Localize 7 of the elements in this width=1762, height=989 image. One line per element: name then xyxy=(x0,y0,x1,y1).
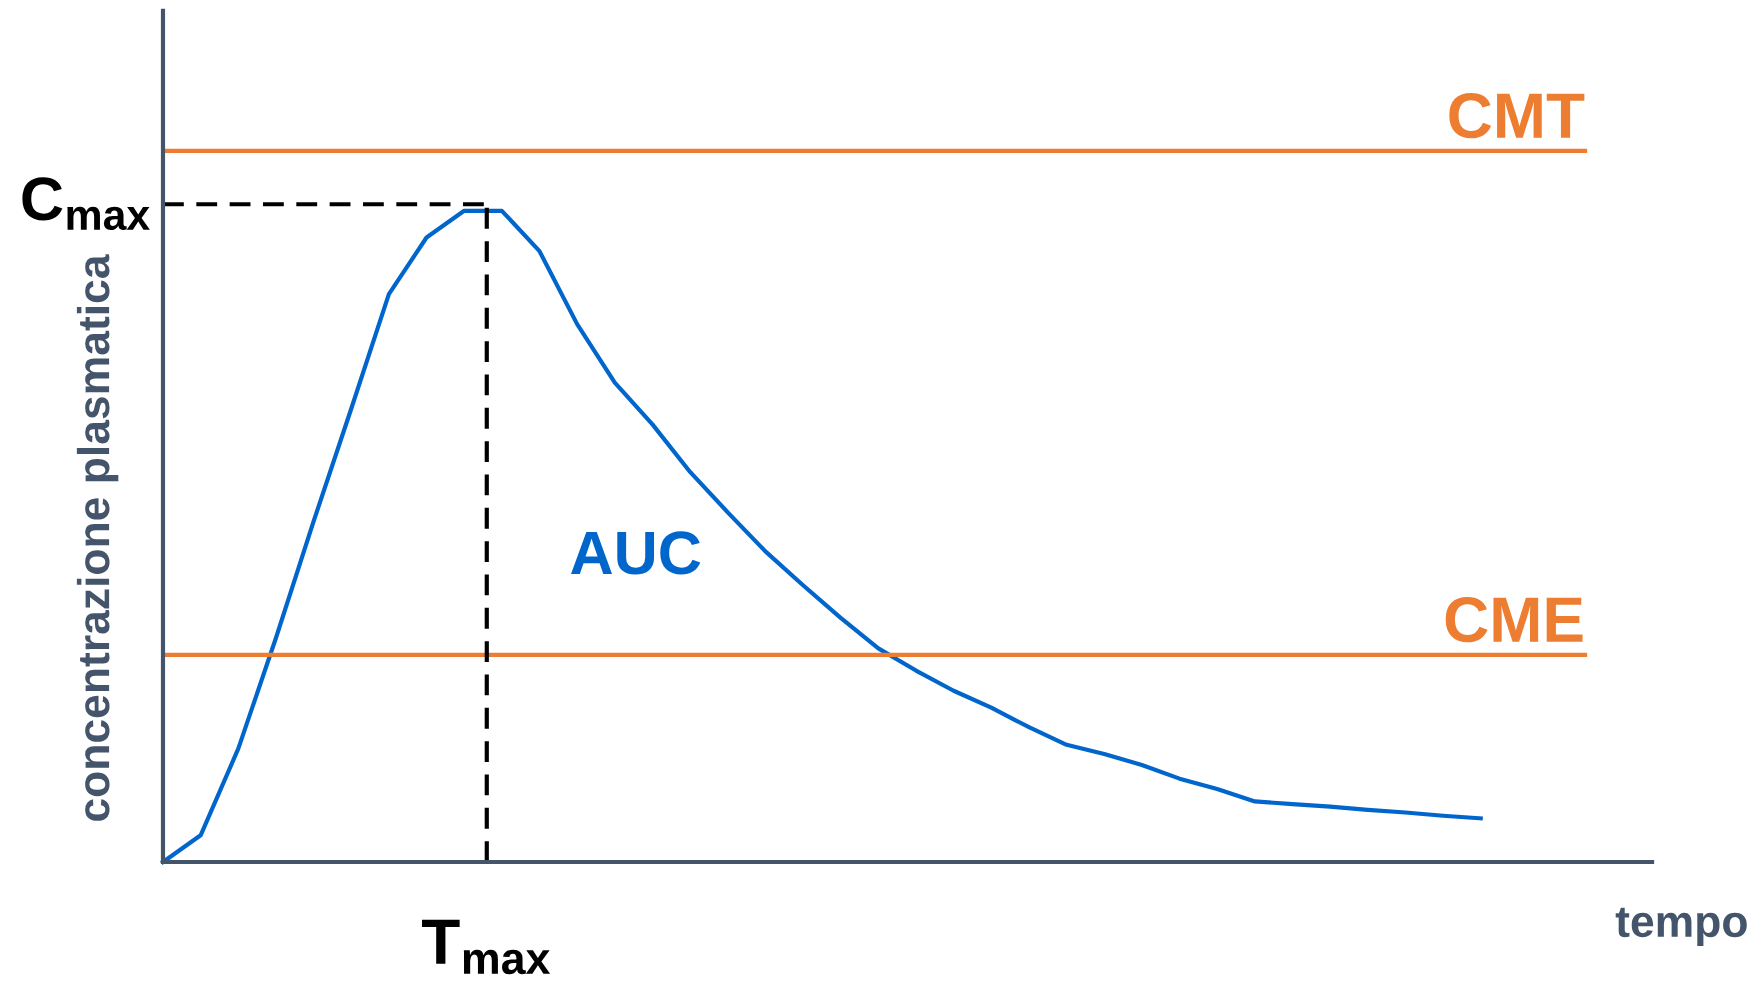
y-axis-title: concentrazione plasmatica xyxy=(76,254,119,821)
ref-line-label: CMT xyxy=(1449,93,1585,139)
ref-line-label: CME xyxy=(1445,597,1583,643)
text: T$_{max}$ xyxy=(422,919,551,975)
x-axis-title: tempo xyxy=(1615,907,1747,946)
annotation: AUC xyxy=(571,531,701,575)
ref-line-label: C$_{max}$ xyxy=(22,177,150,231)
